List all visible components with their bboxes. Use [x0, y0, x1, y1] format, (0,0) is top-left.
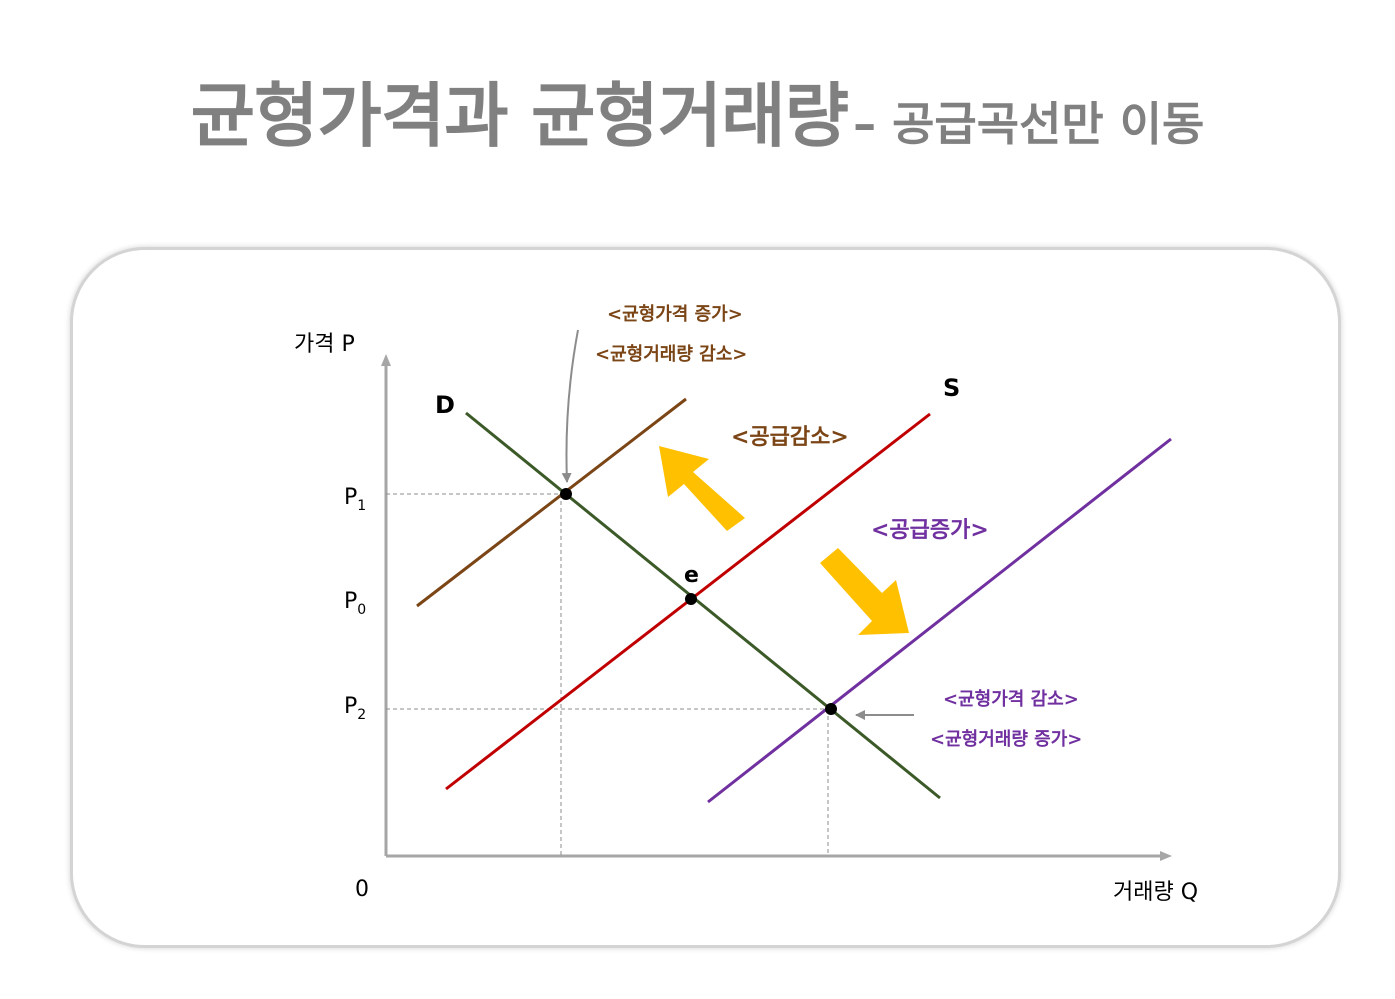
equilibrium-point-p1: [560, 488, 572, 500]
equilibrium-point-p2: [825, 703, 837, 715]
shift-arrow-up-left: [659, 446, 745, 531]
axes: [381, 354, 1172, 861]
demand-curve: [465, 411, 941, 800]
title-main: 균형가격과 균형거래량: [190, 75, 849, 157]
price-label-p0: P0: [344, 589, 366, 618]
equilibrium-point-e: [685, 593, 697, 605]
supply-decrease-label: <공급감소>: [731, 425, 849, 450]
annotation-decrease-quantity: <균형거래량 감소>: [595, 344, 747, 365]
diagram-panel: [70, 247, 1341, 948]
y-axis-label: 가격 P: [294, 332, 355, 357]
title-sub: – 공급곡선만 이동: [853, 97, 1205, 151]
callout-arrow-decrease: [561, 329, 579, 483]
supply-label: S: [943, 374, 960, 402]
supply-increased-curve: [707, 437, 1172, 804]
annotation-decrease-price: <균형가격 증가>: [607, 304, 743, 325]
supply-decreased-curve: [416, 397, 687, 608]
page-title: 균형가격과 균형거래량 – 공급곡선만 이동: [0, 60, 1395, 170]
shift-arrow-down-right: [820, 548, 909, 635]
supply-increase-label: <공급증가>: [871, 518, 989, 543]
origin-label: 0: [355, 877, 369, 902]
x-axis-label: 거래량 Q: [1113, 880, 1198, 905]
annotation-increase-price: <균형가격 감소>: [943, 689, 1079, 710]
price-label-p2: P2: [344, 694, 366, 723]
demand-label: D: [435, 391, 455, 419]
price-label-p1: P1: [344, 485, 366, 514]
equilibrium-label: e: [684, 563, 699, 588]
annotation-increase-quantity: <균형거래량 증가>: [930, 729, 1082, 750]
guide-lines: [386, 493, 831, 856]
